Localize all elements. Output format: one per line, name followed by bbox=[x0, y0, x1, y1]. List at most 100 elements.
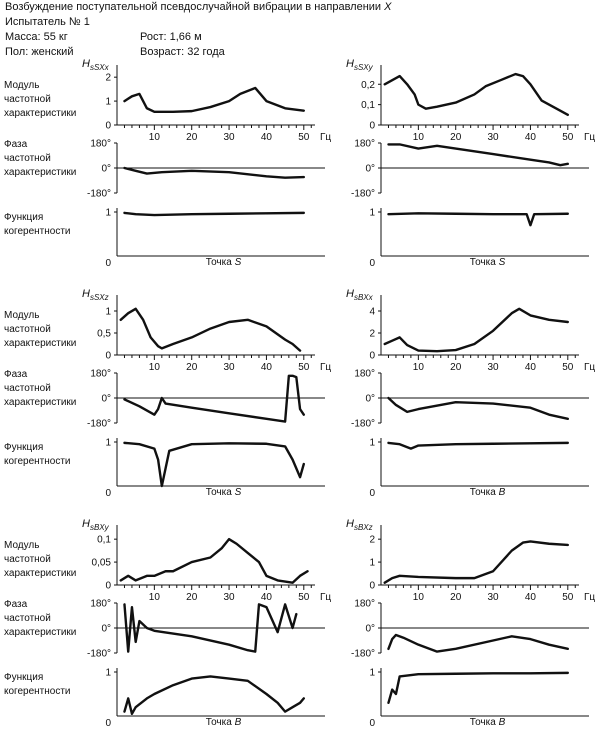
coherence-y-tick-label: 1 bbox=[369, 438, 375, 449]
modulus-y-tick-label: 4 bbox=[369, 307, 375, 318]
modulus-title: HsBXy bbox=[82, 518, 110, 532]
phase-series-line bbox=[387, 143, 569, 167]
modulus-x-tick-label: 50 bbox=[562, 362, 574, 373]
point-label: Точка S bbox=[206, 257, 242, 268]
sex-text: Пол: женский bbox=[5, 46, 74, 58]
modulus-y-tick-label: 2 bbox=[369, 535, 375, 546]
modulus-x-tick-label: 50 bbox=[298, 592, 310, 603]
mass-text: Масса: 55 кг bbox=[5, 31, 68, 43]
modulus-x-tick-label: 40 bbox=[261, 362, 273, 373]
mass-line: Масса: 55 кг Рост: 1,66 м bbox=[5, 30, 600, 45]
phase-series-line bbox=[123, 374, 305, 423]
modulus-x-tick-label: 10 bbox=[413, 362, 425, 373]
title-axis: X bbox=[384, 1, 392, 13]
point-letter: B bbox=[499, 717, 506, 728]
point-prefix: Точка bbox=[206, 717, 235, 728]
point-prefix: Точка bbox=[206, 487, 235, 498]
modulus-series-line bbox=[119, 307, 302, 352]
phase-y-tick-label: 0° bbox=[365, 624, 375, 635]
modulus-x-tick-label: 10 bbox=[149, 132, 161, 143]
modulus-title: HsSXy bbox=[346, 58, 374, 72]
row-label-phase: Фаза bbox=[4, 139, 28, 150]
coherence-y-tick-label: 1 bbox=[369, 668, 375, 679]
x-unit-label: Гц bbox=[584, 132, 595, 143]
modulus-series-line bbox=[383, 307, 569, 353]
coherence-y-tick-label: 1 bbox=[105, 668, 111, 679]
row-label-coherence: Функция bbox=[4, 212, 43, 223]
row-label-phase: частотной bbox=[4, 613, 51, 624]
title-letter: H bbox=[346, 58, 354, 70]
phase-y-tick-label: 180° bbox=[90, 369, 111, 380]
figure-header: Возбуждение поступательной псевдослучайн… bbox=[5, 0, 600, 60]
coherence-y-tick-label: 0 bbox=[105, 488, 111, 499]
row-label-coherence: когерентности bbox=[4, 226, 71, 237]
row-label-modulus: Модуль bbox=[4, 80, 39, 91]
modulus-y-tick-label: 0,1 bbox=[97, 535, 111, 546]
coherence-y-tick-label: 0 bbox=[105, 718, 111, 729]
modulus-title: HsBXx bbox=[346, 288, 374, 302]
point-letter: S bbox=[499, 257, 506, 268]
row-label-phase: характеристики bbox=[4, 397, 76, 408]
x-unit-label: Гц bbox=[320, 132, 331, 143]
modulus-x-tick-label: 20 bbox=[186, 592, 198, 603]
modulus-y-tick-label: 0 bbox=[105, 581, 111, 592]
modulus-x-tick-label: 20 bbox=[186, 132, 198, 143]
modulus-x-tick-label: 30 bbox=[488, 362, 500, 373]
title-subscript: sBXx bbox=[354, 293, 374, 302]
phase-y-tick-label: -180° bbox=[351, 189, 375, 200]
point-prefix: Точка bbox=[470, 717, 499, 728]
x-unit-label: Гц bbox=[584, 592, 595, 603]
point-prefix: Точка bbox=[206, 257, 235, 268]
phase-y-tick-label: 0° bbox=[101, 394, 111, 405]
point-prefix: Точка bbox=[470, 257, 499, 268]
coherence-y-tick-label: 1 bbox=[369, 208, 375, 219]
title-subscript: sSXz bbox=[90, 293, 109, 302]
modulus-y-tick-label: 2 bbox=[105, 73, 111, 84]
modulus-series-line bbox=[383, 540, 569, 584]
figure-title: Возбуждение поступательной псевдослучайн… bbox=[5, 0, 600, 15]
point-letter: S bbox=[235, 487, 242, 498]
modulus-x-tick-label: 10 bbox=[413, 592, 425, 603]
title-letter: H bbox=[346, 288, 354, 300]
point-label: Точка B bbox=[470, 487, 506, 498]
phase-y-tick-label: -180° bbox=[87, 649, 111, 660]
row-label-coherence: Функция bbox=[4, 442, 43, 453]
point-prefix: Точка bbox=[470, 487, 499, 498]
subject-line: Испытатель № 1 bbox=[5, 16, 90, 28]
coherence-y-tick-label: 0 bbox=[369, 488, 375, 499]
modulus-x-tick-label: 10 bbox=[413, 132, 425, 143]
modulus-x-tick-label: 10 bbox=[149, 362, 161, 373]
modulus-x-tick-label: 30 bbox=[224, 362, 236, 373]
modulus-y-tick-label: 0 bbox=[369, 581, 375, 592]
title-subscript: sSXy bbox=[354, 63, 374, 72]
modulus-y-tick-label: 0,2 bbox=[361, 80, 375, 91]
modulus-x-tick-label: 20 bbox=[450, 362, 462, 373]
modulus-x-tick-label: 10 bbox=[149, 592, 161, 603]
point-letter: B bbox=[235, 717, 242, 728]
coherence-y-tick-label: 1 bbox=[105, 208, 111, 219]
modulus-x-tick-label: 50 bbox=[562, 132, 574, 143]
phase-y-tick-label: -180° bbox=[87, 189, 111, 200]
modulus-x-tick-label: 40 bbox=[525, 362, 537, 373]
coherence-series-line bbox=[123, 441, 305, 488]
title-letter: H bbox=[82, 288, 90, 300]
row-label-modulus: характеристики bbox=[4, 338, 76, 349]
modulus-x-tick-label: 30 bbox=[224, 592, 236, 603]
x-unit-label: Гц bbox=[320, 592, 331, 603]
point-label: Точка S bbox=[470, 257, 506, 268]
modulus-x-tick-label: 50 bbox=[298, 362, 310, 373]
title-letter: H bbox=[82, 58, 90, 70]
modulus-x-tick-label: 30 bbox=[224, 132, 236, 143]
coherence-series-line bbox=[123, 211, 305, 217]
row-label-phase: характеристики bbox=[4, 627, 76, 638]
modulus-y-tick-label: 2 bbox=[369, 329, 375, 340]
row-label-phase: частотной bbox=[4, 153, 51, 164]
coherence-series-line bbox=[387, 212, 569, 227]
modulus-title: HsSXx bbox=[82, 58, 110, 72]
modulus-x-tick-label: 30 bbox=[488, 592, 500, 603]
row-label-phase: характеристики bbox=[4, 167, 76, 178]
phase-series-line bbox=[387, 396, 569, 421]
row-label-modulus: характеристики bbox=[4, 108, 76, 119]
coherence-series-line bbox=[387, 671, 569, 704]
modulus-series-line bbox=[123, 86, 305, 114]
